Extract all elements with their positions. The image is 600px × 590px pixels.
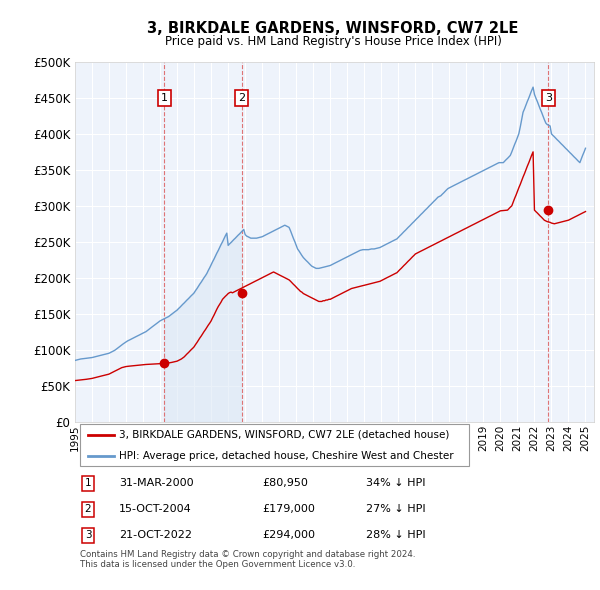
Text: HPI: Average price, detached house, Cheshire West and Chester: HPI: Average price, detached house, Ches…	[119, 451, 454, 461]
Text: Price paid vs. HM Land Registry's House Price Index (HPI): Price paid vs. HM Land Registry's House …	[164, 35, 502, 48]
Text: 27% ↓ HPI: 27% ↓ HPI	[365, 504, 425, 514]
Text: 31-MAR-2000: 31-MAR-2000	[119, 478, 194, 489]
Text: 3, BIRKDALE GARDENS, WINSFORD, CW7 2LE (detached house): 3, BIRKDALE GARDENS, WINSFORD, CW7 2LE (…	[119, 430, 449, 440]
Text: £80,950: £80,950	[262, 478, 308, 489]
Text: 3: 3	[545, 93, 552, 103]
Text: 1: 1	[85, 478, 91, 489]
Text: Contains HM Land Registry data © Crown copyright and database right 2024.
This d: Contains HM Land Registry data © Crown c…	[80, 550, 416, 569]
FancyBboxPatch shape	[80, 424, 469, 467]
Text: 28% ↓ HPI: 28% ↓ HPI	[365, 530, 425, 540]
Text: 3, BIRKDALE GARDENS, WINSFORD, CW7 2LE: 3, BIRKDALE GARDENS, WINSFORD, CW7 2LE	[148, 21, 518, 35]
Text: 3: 3	[85, 530, 91, 540]
Text: 15-OCT-2004: 15-OCT-2004	[119, 504, 192, 514]
Text: 21-OCT-2022: 21-OCT-2022	[119, 530, 192, 540]
Text: 2: 2	[85, 504, 91, 514]
Text: 2: 2	[238, 93, 245, 103]
Text: £294,000: £294,000	[262, 530, 315, 540]
Text: 1: 1	[161, 93, 168, 103]
Text: 34% ↓ HPI: 34% ↓ HPI	[365, 478, 425, 489]
Text: £179,000: £179,000	[262, 504, 315, 514]
